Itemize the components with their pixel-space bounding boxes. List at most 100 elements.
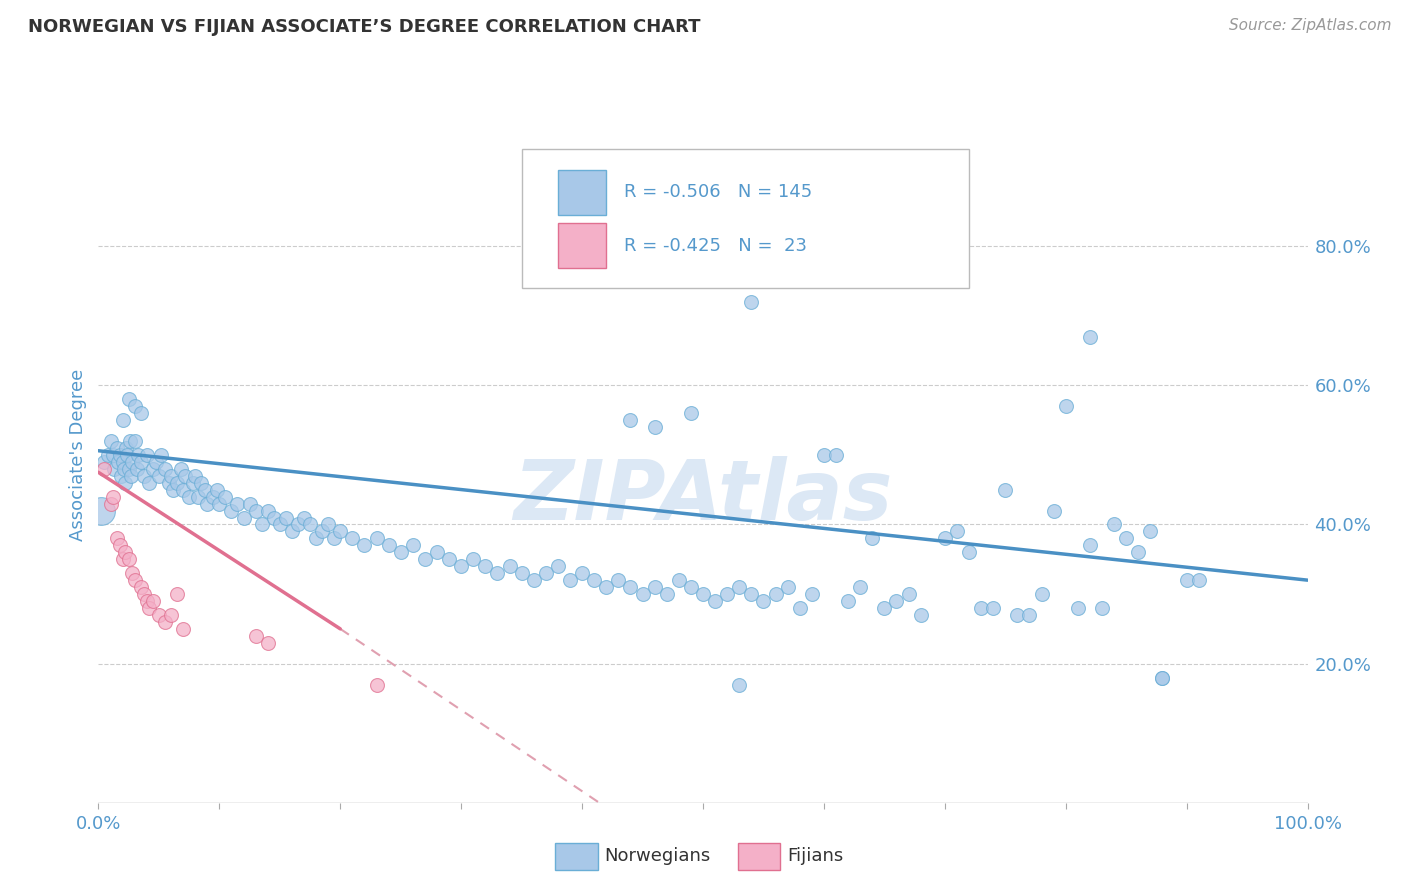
Point <box>619 413 641 427</box>
Point <box>172 622 194 636</box>
Point <box>1152 671 1174 685</box>
Point <box>111 455 134 469</box>
Text: R = -0.506   N = 145: R = -0.506 N = 145 <box>624 183 813 201</box>
Point <box>389 545 412 559</box>
Point <box>1139 524 1161 539</box>
Point <box>202 490 225 504</box>
Point <box>208 497 231 511</box>
Point <box>269 517 291 532</box>
Point <box>323 532 346 546</box>
Point <box>776 580 799 594</box>
Point <box>150 448 173 462</box>
Point <box>994 483 1017 497</box>
Point <box>510 566 533 581</box>
Point <box>342 532 364 546</box>
Point <box>90 503 112 517</box>
Text: Fijians: Fijians <box>787 847 844 865</box>
Point <box>1042 503 1064 517</box>
Point <box>105 532 128 546</box>
Point <box>825 448 848 462</box>
Point <box>583 573 606 587</box>
Point <box>873 601 896 615</box>
Point <box>1078 329 1101 343</box>
Point <box>450 559 472 574</box>
Point <box>138 601 160 615</box>
Point <box>1091 601 1114 615</box>
Point <box>124 399 146 413</box>
Point <box>111 413 134 427</box>
Text: Norwegians: Norwegians <box>605 847 711 865</box>
Point <box>153 462 176 476</box>
Point <box>118 434 141 448</box>
Point <box>118 462 141 476</box>
Point <box>305 532 328 546</box>
Text: R = -0.425   N =  23: R = -0.425 N = 23 <box>624 237 807 255</box>
Point <box>120 468 142 483</box>
Point <box>377 538 399 552</box>
Point <box>607 573 630 587</box>
Point <box>256 636 278 650</box>
Point <box>463 552 485 566</box>
Point <box>353 538 375 552</box>
Point <box>800 587 823 601</box>
Point <box>474 559 496 574</box>
Point <box>765 587 787 601</box>
Point <box>970 601 993 615</box>
Point <box>1152 671 1174 685</box>
Point <box>287 517 309 532</box>
Point <box>402 538 425 552</box>
Point <box>886 594 908 608</box>
Point <box>142 594 165 608</box>
Y-axis label: Associate's Degree: Associate's Degree <box>69 368 87 541</box>
Point <box>668 573 690 587</box>
Bar <box>558 169 606 215</box>
Point <box>413 552 436 566</box>
Point <box>135 448 157 462</box>
Point <box>366 532 388 546</box>
Point <box>1128 545 1150 559</box>
Point <box>299 517 322 532</box>
Point <box>860 532 883 546</box>
Point <box>281 524 304 539</box>
Point <box>571 566 593 581</box>
Point <box>274 510 297 524</box>
Point <box>93 462 115 476</box>
Point <box>256 503 278 517</box>
FancyBboxPatch shape <box>522 149 969 288</box>
Point <box>179 490 201 504</box>
Point <box>107 455 129 469</box>
Point <box>558 573 581 587</box>
Point <box>486 566 509 581</box>
Point <box>789 601 811 615</box>
Point <box>127 462 149 476</box>
Point <box>728 580 751 594</box>
Point <box>934 532 956 546</box>
Point <box>100 434 122 448</box>
Point <box>105 441 128 455</box>
Point <box>426 545 449 559</box>
Point <box>1115 532 1137 546</box>
Point <box>187 490 209 504</box>
Point <box>142 462 165 476</box>
Point <box>910 607 932 622</box>
Point <box>534 566 557 581</box>
Point <box>679 406 702 420</box>
Point <box>644 580 666 594</box>
Point <box>166 587 188 601</box>
Point <box>239 497 262 511</box>
Point <box>111 552 134 566</box>
Point <box>740 587 762 601</box>
Point <box>127 448 149 462</box>
Point <box>981 601 1004 615</box>
Point <box>595 580 617 594</box>
Point <box>232 510 254 524</box>
Point <box>134 468 156 483</box>
Point <box>114 475 136 490</box>
Point <box>655 587 678 601</box>
Point <box>311 524 333 539</box>
Point <box>849 580 872 594</box>
Text: NORWEGIAN VS FIJIAN ASSOCIATE’S DEGREE CORRELATION CHART: NORWEGIAN VS FIJIAN ASSOCIATE’S DEGREE C… <box>28 18 700 36</box>
Point <box>135 594 157 608</box>
Point <box>316 517 339 532</box>
Point <box>124 573 146 587</box>
